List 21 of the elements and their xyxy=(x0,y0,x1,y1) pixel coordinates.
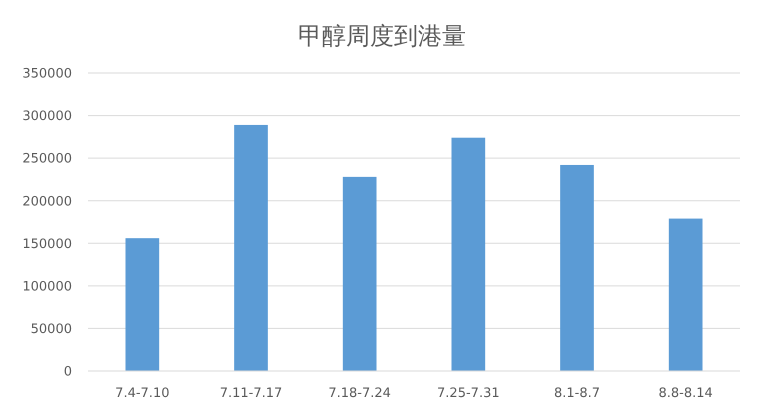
chart-title: 甲醇周度到港量 xyxy=(298,22,466,50)
y-tick-label: 350000 xyxy=(22,66,72,82)
bar xyxy=(125,238,160,371)
bar xyxy=(451,138,486,371)
y-tick-label: 300000 xyxy=(22,109,72,124)
bar xyxy=(668,218,703,371)
y-tick-label: 200000 xyxy=(22,194,72,210)
x-tick-label: 8.1-8.7 xyxy=(554,386,600,401)
x-tick-label: 7.4-7.10 xyxy=(115,386,170,401)
bar xyxy=(342,176,377,371)
y-tick-label: 250000 xyxy=(22,152,72,167)
x-tick-label: 8.8-8.14 xyxy=(658,386,713,401)
y-tick-label: 0 xyxy=(64,364,72,380)
bar xyxy=(560,164,594,371)
y-tick-label: 50000 xyxy=(30,322,72,337)
y-tick-label: 150000 xyxy=(22,236,72,252)
x-tick-label: 7.11-7.17 xyxy=(220,386,282,401)
bar xyxy=(234,124,268,371)
x-tick-label: 7.25-7.31 xyxy=(437,386,500,401)
y-tick-label: 100000 xyxy=(22,279,72,294)
x-tick-label: 7.18-7.24 xyxy=(328,386,391,401)
